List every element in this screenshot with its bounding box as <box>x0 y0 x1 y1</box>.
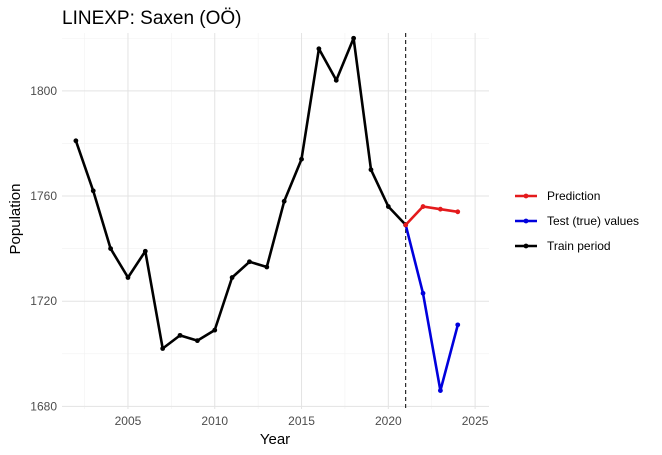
data-point <box>403 222 409 228</box>
grid-lines <box>62 33 489 409</box>
data-point <box>108 246 114 252</box>
series-prediction <box>403 204 461 228</box>
y-tick-label: 1760 <box>30 189 57 203</box>
series-layer <box>73 35 461 393</box>
data-point <box>160 346 166 351</box>
data-point <box>299 156 304 162</box>
legend-item: Train period <box>515 239 611 253</box>
data-point <box>90 188 96 194</box>
x-tick-label: 2020 <box>375 414 402 428</box>
data-point <box>281 198 287 204</box>
data-point <box>420 204 426 209</box>
y-tick-label: 1800 <box>30 84 57 98</box>
legend-point <box>523 193 529 199</box>
data-point <box>316 46 322 52</box>
data-point <box>212 327 218 333</box>
series-train-period <box>73 35 409 351</box>
data-point <box>437 388 443 393</box>
y-tick-label: 1720 <box>30 294 57 308</box>
legend: Prediction Test (true) values Train period <box>515 189 639 253</box>
data-point <box>333 77 339 83</box>
x-tick-label: 2015 <box>288 414 315 428</box>
legend-label: Prediction <box>547 189 600 203</box>
x-axis-title: Year <box>260 431 290 448</box>
y-axis-title: Population <box>7 184 24 255</box>
legend-label: Test (true) values <box>547 214 639 228</box>
data-point <box>142 248 148 254</box>
data-point <box>229 275 235 280</box>
data-point <box>177 332 183 338</box>
x-tick-label: 2005 <box>115 414 142 428</box>
legend-point <box>523 243 529 249</box>
legend-point <box>523 218 529 224</box>
data-point <box>125 275 131 280</box>
x-tick-label: 2025 <box>462 414 489 428</box>
data-point <box>351 35 357 41</box>
x-tick-label: 2010 <box>201 414 228 428</box>
data-point <box>247 259 252 265</box>
series-line <box>404 205 458 226</box>
legend-label: Train period <box>547 239 611 253</box>
series-line <box>74 36 407 350</box>
data-point <box>385 204 391 209</box>
y-tick-label: 1680 <box>30 399 57 413</box>
data-point <box>73 138 79 144</box>
legend-item: Prediction <box>515 189 600 203</box>
data-point <box>194 338 200 344</box>
data-point <box>455 209 461 215</box>
chart-title: LINEXP: Saxen (OÖ) <box>62 8 242 29</box>
data-point <box>368 167 374 173</box>
tick-labels: 2005 2010 2015 2020 2025 1680 1720 1760 1800 <box>30 84 488 428</box>
data-point <box>455 322 461 328</box>
data-point <box>420 290 426 296</box>
data-point <box>437 206 443 212</box>
series-line <box>404 224 460 392</box>
legend-item: Test (true) values <box>515 214 639 228</box>
data-point <box>264 264 270 270</box>
